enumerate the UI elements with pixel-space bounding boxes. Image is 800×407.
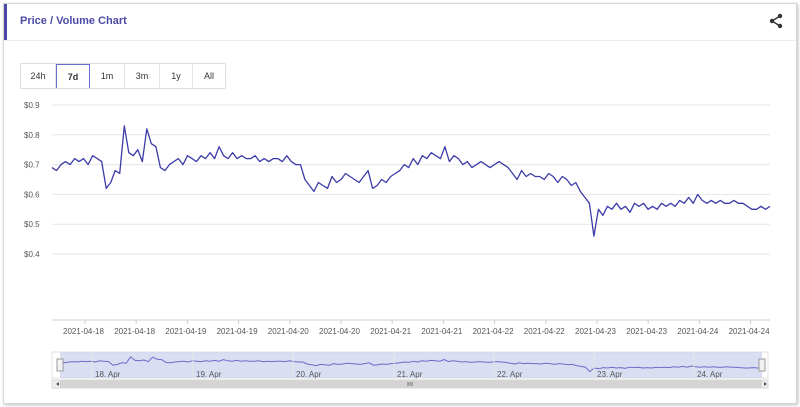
navigator-series-line bbox=[59, 356, 763, 373]
x-tick-label: 2021-04-22 bbox=[524, 327, 565, 336]
y-tick-label: $0.9 bbox=[24, 101, 40, 110]
x-tick-label: 2021-04-20 bbox=[319, 327, 360, 336]
navigator-tick-label: 19. Apr bbox=[196, 370, 222, 379]
navigator-left-handle[interactable] bbox=[56, 358, 64, 372]
y-tick-label: $0.8 bbox=[24, 131, 40, 140]
range-button-1m[interactable]: 1m bbox=[90, 64, 125, 88]
range-button-7d[interactable]: 7d bbox=[56, 64, 90, 88]
scroll-right-arrow-icon[interactable] bbox=[764, 382, 767, 386]
navigator-tick-label: 24. Apr bbox=[697, 370, 723, 379]
x-tick-label: 2021-04-20 bbox=[268, 327, 309, 336]
navigator-tick-label: 20. Apr bbox=[296, 370, 322, 379]
panel-title: Price / Volume Chart bbox=[20, 15, 127, 27]
x-tick-label: 2021-04-24 bbox=[729, 327, 770, 336]
y-tick-label: $0.6 bbox=[24, 190, 40, 199]
x-tick-label: 2021-04-23 bbox=[575, 327, 616, 336]
scroll-left-arrow-icon[interactable] bbox=[56, 382, 59, 386]
time-range-selector: 24h 7d 1m 3m 1y All bbox=[20, 63, 226, 89]
navigator-tick-label: 18. Apr bbox=[95, 370, 121, 379]
x-tick-label: 2021-04-18 bbox=[114, 327, 155, 336]
navigator-tick-label: 23. Apr bbox=[597, 370, 623, 379]
x-tick-label: 2021-04-21 bbox=[370, 327, 411, 336]
y-tick-label: $0.4 bbox=[24, 250, 40, 259]
x-tick-label: 2021-04-18 bbox=[63, 327, 104, 336]
navigator-right-handle[interactable] bbox=[758, 358, 766, 372]
x-tick-label: 2021-04-24 bbox=[677, 327, 718, 336]
chart-panel: Price / Volume Chart 24h 7d 1m 3m 1y All bbox=[3, 3, 797, 404]
range-button-3m[interactable]: 3m bbox=[125, 64, 160, 88]
x-tick-label: 2021-04-23 bbox=[626, 327, 667, 336]
navigator-selection[interactable] bbox=[60, 352, 762, 378]
x-tick-label: 2021-04-22 bbox=[473, 327, 514, 336]
scrollbar-thumb[interactable] bbox=[60, 380, 762, 388]
navigator-tick-label: 22. Apr bbox=[497, 370, 523, 379]
header-accent-bar bbox=[4, 4, 7, 40]
range-button-all[interactable]: All bbox=[193, 64, 225, 88]
range-button-1y[interactable]: 1y bbox=[160, 64, 193, 88]
y-tick-label: $0.7 bbox=[24, 161, 40, 170]
x-tick-label: 2021-04-19 bbox=[217, 327, 258, 336]
share-icon[interactable] bbox=[768, 13, 784, 29]
navigator-tick-label: 21. Apr bbox=[397, 370, 423, 379]
range-button-24h[interactable]: 24h bbox=[21, 64, 56, 88]
panel-header: Price / Volume Chart bbox=[4, 4, 796, 41]
price-series-line bbox=[51, 125, 771, 237]
x-tick-label: 2021-04-19 bbox=[165, 327, 206, 336]
x-tick-label: 2021-04-21 bbox=[421, 327, 462, 336]
y-tick-label: $0.5 bbox=[24, 220, 40, 229]
